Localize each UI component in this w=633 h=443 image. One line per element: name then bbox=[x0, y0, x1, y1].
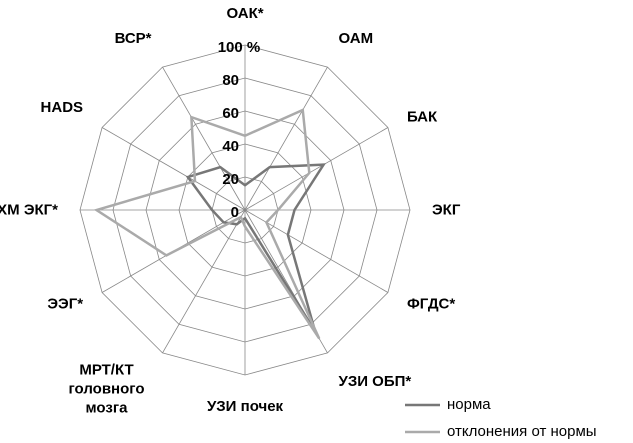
spoke bbox=[244, 127, 389, 211]
spoke bbox=[244, 66, 328, 211]
tick-label: 60 bbox=[222, 105, 239, 122]
legend-label: отклонения от нормы bbox=[447, 423, 597, 440]
spoke bbox=[162, 209, 246, 354]
spoke bbox=[101, 127, 246, 211]
axis-label: ФГДС* bbox=[406, 295, 456, 312]
axis-label: УЗИ ОБП* bbox=[338, 372, 412, 390]
axis-label: БАК bbox=[406, 108, 438, 125]
tick-label: 0 bbox=[231, 204, 239, 221]
axis-label: МРТ/КТ головного мозга bbox=[68, 361, 145, 417]
series-line bbox=[93, 108, 321, 340]
axis-label: ЭКГ bbox=[432, 201, 461, 219]
axis-label: HADS bbox=[40, 98, 84, 116]
axis-label: ЭЭГ* bbox=[47, 295, 84, 312]
tick-label: 80 bbox=[222, 72, 239, 89]
tick-label: 100 % bbox=[218, 39, 261, 56]
axis-label: ХМ ЭКГ* bbox=[0, 201, 58, 219]
tick-label: 20 bbox=[222, 171, 239, 188]
axis-label: ОАМ bbox=[338, 30, 374, 48]
series-line bbox=[185, 163, 326, 333]
axis-label: УЗИ почек bbox=[206, 398, 284, 415]
legend-label: норма bbox=[447, 396, 491, 413]
tick-label: 40 bbox=[222, 138, 239, 155]
axis-label: ВСР* bbox=[114, 30, 152, 48]
spoke bbox=[244, 209, 389, 293]
axis-label: ОАК* bbox=[226, 5, 264, 22]
spoke bbox=[162, 66, 246, 211]
